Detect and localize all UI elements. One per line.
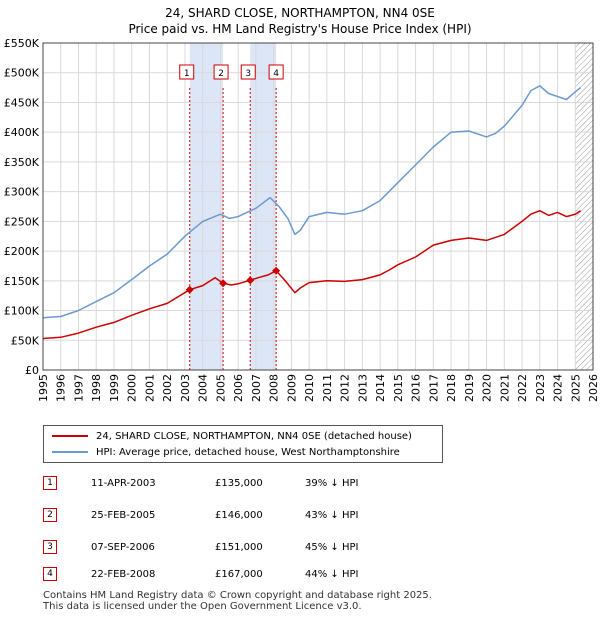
x-tick-label: 2019 bbox=[463, 374, 476, 402]
x-tick-label: 2017 bbox=[427, 374, 440, 402]
x-tick-label: 2025 bbox=[569, 374, 582, 402]
chart-title: 24, SHARD CLOSE, NORTHAMPTON, NN4 0SE bbox=[165, 6, 435, 20]
transaction-label-box bbox=[213, 64, 229, 80]
transaction-label-box bbox=[240, 64, 256, 80]
legend-label-hpi: HPI: Average price, detached house, West… bbox=[96, 446, 400, 458]
x-tick-label: 1997 bbox=[72, 374, 85, 402]
y-tick-label: £450K bbox=[4, 96, 40, 109]
transaction-date: 07-SEP-2006 bbox=[91, 541, 155, 553]
x-tick-label: 2011 bbox=[321, 374, 334, 402]
transaction-hpi-diff: 43% ↓ HPI bbox=[305, 509, 359, 521]
transaction-point bbox=[272, 266, 281, 275]
legend-item-property: 24, SHARD CLOSE, NORTHAMPTON, NN4 0SE (d… bbox=[52, 429, 412, 443]
transaction-point bbox=[219, 279, 228, 288]
transaction-price: £167,000 bbox=[215, 568, 263, 580]
transaction-point bbox=[185, 285, 194, 294]
x-tick-label: 2021 bbox=[498, 374, 511, 402]
x-tick-label: 2015 bbox=[392, 374, 405, 402]
transaction-marker: 2 bbox=[43, 508, 57, 522]
attribution-line-2: This data is licensed under the Open Gov… bbox=[43, 601, 362, 612]
transaction-row: 4 22-FEB-2008 £167,000 44% ↓ HPI bbox=[43, 566, 358, 582]
price-chart: 1 2 3 4 £0 £50K £100K £150K £200K £250K £300K £350K… bbox=[4, 37, 600, 402]
x-tick-label: 2000 bbox=[126, 374, 139, 402]
attribution-line-1: Contains HM Land Registry data © Crown c… bbox=[43, 590, 432, 601]
shaded-range bbox=[189, 43, 224, 370]
legend: 24, SHARD CLOSE, NORTHAMPTON, NN4 0SE (d… bbox=[43, 425, 443, 463]
y-tick-label: £150K bbox=[4, 275, 40, 288]
chart-subtitle: Price paid vs. HM Land Registry's House … bbox=[128, 22, 472, 36]
x-tick-label: 2005 bbox=[214, 374, 227, 402]
y-tick-label: £200K bbox=[4, 245, 40, 258]
transaction-marker: 1 bbox=[43, 476, 57, 490]
transaction-price: £146,000 bbox=[215, 509, 263, 521]
x-tick-label: 2024 bbox=[552, 374, 565, 402]
transaction-label-box bbox=[179, 64, 195, 80]
property-price-line bbox=[42, 209, 582, 340]
transaction-date: 25-FEB-2005 bbox=[91, 509, 156, 521]
x-tick-label: 2013 bbox=[356, 374, 369, 402]
x-tick-label: 2002 bbox=[161, 374, 174, 402]
x-tick-label: 2012 bbox=[339, 374, 352, 402]
y-tick-label: £300K bbox=[4, 186, 40, 199]
x-tick-label: 1995 bbox=[37, 374, 50, 402]
hpi-line bbox=[42, 85, 582, 319]
transaction-marker: 4 bbox=[43, 567, 57, 581]
transaction-row: 2 25-FEB-2005 £146,000 43% ↓ HPI bbox=[43, 507, 358, 523]
legend-label-property: 24, SHARD CLOSE, NORTHAMPTON, NN4 0SE (d… bbox=[96, 430, 412, 442]
y-tick-label: £350K bbox=[4, 156, 40, 169]
forecast-hatch bbox=[575, 43, 593, 370]
x-tick-label: 1999 bbox=[108, 374, 121, 402]
x-tick-label: 2016 bbox=[410, 374, 423, 402]
legend-swatch-hpi bbox=[52, 451, 88, 453]
legend-swatch-property bbox=[52, 435, 88, 437]
plot-area bbox=[43, 43, 593, 370]
x-tick-label: 2007 bbox=[250, 374, 263, 402]
y-tick-label: £500K bbox=[4, 67, 40, 80]
legend-item-hpi: HPI: Average price, detached house, West… bbox=[52, 445, 400, 459]
x-tick-label: 2001 bbox=[143, 374, 156, 402]
x-tick-label: 2004 bbox=[197, 374, 210, 402]
y-tick-label: £100K bbox=[4, 305, 40, 318]
x-tick-label: 2023 bbox=[534, 374, 547, 402]
transaction-label: 1 bbox=[184, 69, 190, 79]
x-tick-label: 2018 bbox=[445, 374, 458, 402]
transaction-hpi-diff: 44% ↓ HPI bbox=[305, 568, 359, 580]
y-tick-label: £550K bbox=[4, 37, 40, 50]
x-tick-label: 1996 bbox=[55, 374, 68, 402]
transaction-row: 1 11-APR-2003 £135,000 39% ↓ HPI bbox=[43, 475, 358, 491]
x-tick-label: 2003 bbox=[179, 374, 192, 402]
shaded-range bbox=[250, 43, 277, 370]
transaction-label-box bbox=[268, 64, 284, 80]
transaction-price: £135,000 bbox=[215, 477, 263, 489]
transaction-label: 2 bbox=[218, 69, 224, 79]
transaction-row: 3 07-SEP-2006 £151,000 45% ↓ HPI bbox=[43, 539, 358, 555]
transaction-hpi-diff: 45% ↓ HPI bbox=[305, 541, 359, 553]
x-tick-label: 2010 bbox=[303, 374, 316, 402]
transaction-point bbox=[246, 276, 255, 285]
plot-border bbox=[42, 42, 594, 371]
x-tick-label: 2006 bbox=[232, 374, 245, 402]
y-tick-label: £400K bbox=[4, 126, 40, 139]
attribution: Contains HM Land Registry data © Crown c… bbox=[43, 590, 432, 612]
y-tick-label: £50K bbox=[11, 334, 40, 347]
y-tick-label: £250K bbox=[4, 215, 40, 228]
transaction-marker: 3 bbox=[43, 540, 57, 554]
x-tick-label: 2008 bbox=[268, 374, 281, 402]
transaction-date: 11-APR-2003 bbox=[91, 477, 156, 489]
y-tick-label: £0 bbox=[25, 364, 39, 377]
x-tick-label: 2026 bbox=[587, 374, 600, 402]
x-tick-label: 2009 bbox=[285, 374, 298, 402]
x-tick-label: 1998 bbox=[90, 374, 103, 402]
transaction-label: 3 bbox=[245, 69, 251, 79]
transaction-label: 4 bbox=[273, 69, 279, 79]
transaction-hpi-diff: 39% ↓ HPI bbox=[305, 477, 359, 489]
transaction-price: £151,000 bbox=[215, 541, 263, 553]
x-tick-label: 2020 bbox=[481, 374, 494, 402]
transaction-date: 22-FEB-2008 bbox=[91, 568, 156, 580]
x-tick-label: 2022 bbox=[516, 374, 529, 402]
x-tick-label: 2014 bbox=[374, 374, 387, 402]
